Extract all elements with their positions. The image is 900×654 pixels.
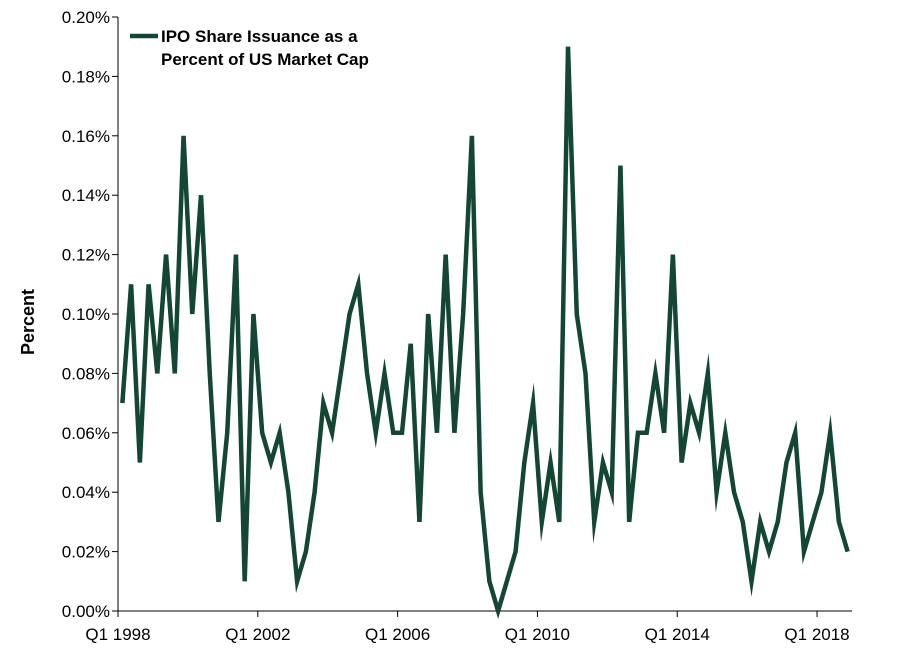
x-tick-label: Q1 2018 xyxy=(784,625,849,644)
y-tick-label: 0.10% xyxy=(62,305,110,324)
y-tick-label: 0.04% xyxy=(62,483,110,502)
legend-label-line2: Percent of US Market Cap xyxy=(161,50,369,69)
series-line xyxy=(120,46,850,619)
y-tick-label: 0.06% xyxy=(62,424,110,443)
y-tick-label: 0.08% xyxy=(62,364,110,383)
x-tick-label: Q1 1998 xyxy=(85,625,150,644)
legend-label-line1: IPO Share Issuance as a xyxy=(161,27,358,46)
y-tick-label: 0.00% xyxy=(62,602,110,621)
series-layer xyxy=(120,46,850,619)
x-tick-label: Q1 2014 xyxy=(645,625,710,644)
y-tick-label: 0.20% xyxy=(62,8,110,27)
y-tick-label: 0.18% xyxy=(62,67,110,86)
x-tick-label: Q1 2002 xyxy=(225,625,290,644)
x-tick-label: Q1 2006 xyxy=(365,625,430,644)
x-axis-ticks: Q1 1998 Q1 2002 Q1 2006 Q1 2010 Q1 2014 Q1 20… xyxy=(85,611,850,644)
y-axis-label: Percent xyxy=(18,289,38,355)
y-tick-label: 0.02% xyxy=(62,543,110,562)
x-tick-label: Q1 2010 xyxy=(505,625,570,644)
legend: IPO Share Issuance as a Percent of US Ma… xyxy=(130,27,369,69)
y-tick-label: 0.12% xyxy=(62,246,110,265)
y-tick-label: 0.16% xyxy=(62,127,110,146)
y-axis-ticks: 0.00% 0.02% 0.04% 0.06% 0.08% 0.10% 0.12% 0.14%… xyxy=(62,8,118,621)
y-tick-label: 0.14% xyxy=(62,186,110,205)
